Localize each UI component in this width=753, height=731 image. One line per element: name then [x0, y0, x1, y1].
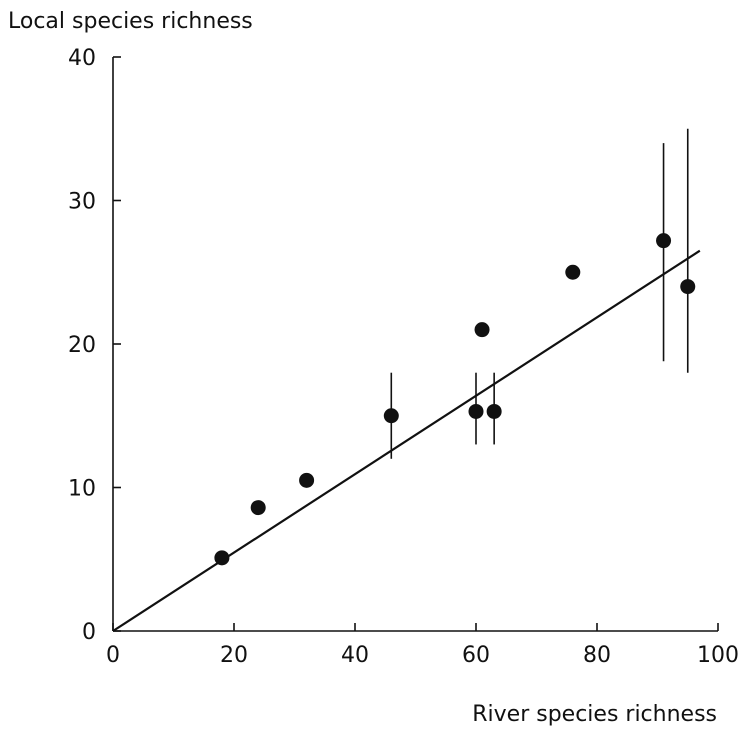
y-axis-title: Local species richness — [8, 9, 253, 34]
regression-line — [112, 249, 701, 632]
data-point — [214, 550, 230, 566]
y-tick-label: 40 — [68, 46, 96, 71]
error-bars — [390, 128, 689, 459]
data-point — [474, 322, 490, 338]
y-tick-label: 10 — [68, 477, 96, 502]
data-point — [680, 279, 696, 295]
data-point — [486, 403, 502, 419]
regression-line-group — [112, 249, 701, 632]
data-points — [214, 233, 696, 566]
y-tick-label: 20 — [68, 333, 96, 358]
y-tick-label: 30 — [68, 190, 96, 215]
tick-marks — [112, 56, 719, 632]
x-tick-label: 0 — [106, 643, 120, 668]
data-point — [299, 472, 315, 488]
x-tick-label: 100 — [697, 643, 739, 668]
x-tick-label: 20 — [220, 643, 248, 668]
x-tick-label: 60 — [462, 643, 490, 668]
data-point — [565, 264, 581, 280]
x-tick-label: 80 — [583, 643, 611, 668]
tick-labels: 0 20 40 60 80 100 0 10 20 30 40 — [68, 46, 739, 668]
data-point — [250, 500, 266, 516]
data-point — [656, 233, 672, 249]
x-tick-label: 40 — [341, 643, 369, 668]
x-axis-title: River species richness — [472, 702, 717, 727]
data-point — [383, 408, 399, 424]
y-tick-label: 0 — [82, 620, 96, 645]
data-point — [468, 403, 484, 419]
axes — [112, 57, 718, 632]
